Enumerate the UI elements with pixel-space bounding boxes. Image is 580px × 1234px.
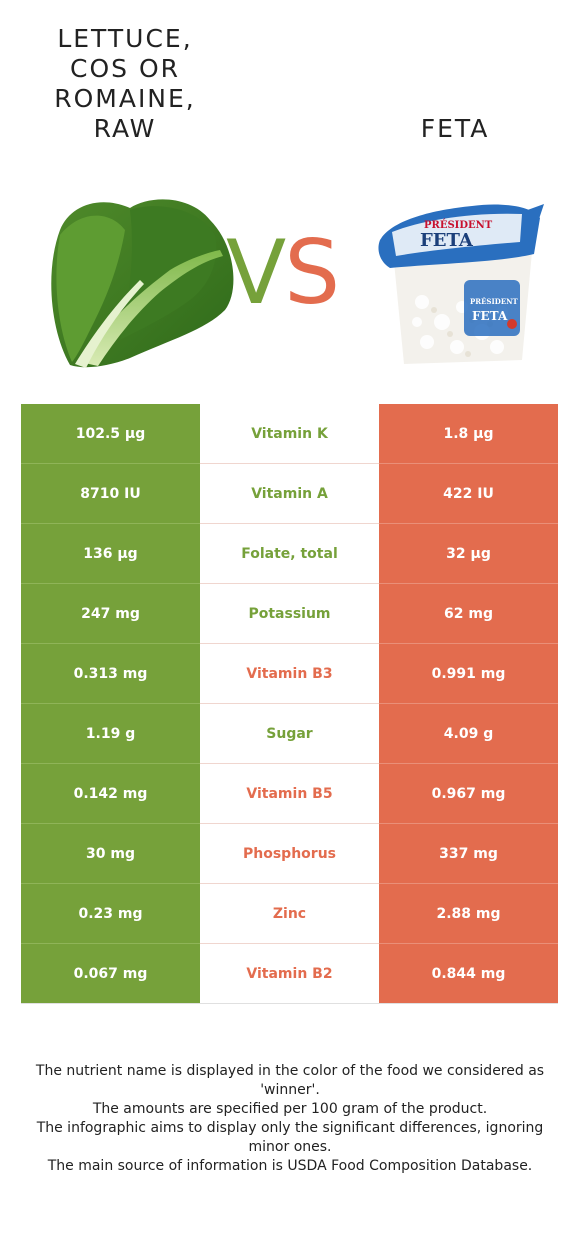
svg-text:PRÉSIDENT: PRÉSIDENT [424, 219, 493, 231]
right-value: 0.844 mg [379, 944, 558, 1004]
nutrient-name: Vitamin B5 [200, 764, 379, 823]
left-value: 8710 IU [21, 464, 200, 524]
footer-note-2: The amounts are specified per 100 gram o… [92, 1101, 488, 1117]
nutrient-name: Potassium [200, 584, 379, 643]
nutrient-name: Phosphorus [200, 824, 379, 883]
nutrient-name: Sugar [200, 704, 379, 763]
right-value: 4.09 g [379, 704, 558, 764]
svg-text:FETA: FETA [472, 309, 508, 323]
left-value: 0.142 mg [21, 764, 200, 824]
left-food-title: LETTUCE, COS OR ROMAINE, RAW [54, 24, 196, 143]
table-row: 30 mg Phosphorus 337 mg [21, 824, 558, 884]
left-value: 0.313 mg [21, 644, 200, 704]
footer-note-1: The nutrient name is displayed in the co… [35, 1063, 545, 1098]
feta-cheese-container-image: PRÉSIDENT FETA PRÉSIDENT FETA [378, 204, 544, 364]
nutrient-name: Vitamin K [200, 404, 379, 463]
vs-label: VS [226, 228, 340, 318]
svg-text:FETA: FETA [420, 230, 474, 251]
footer-note-4: The main source of information is USDA F… [47, 1158, 533, 1174]
nutrient-name: Folate, total [200, 524, 379, 583]
table-row: 0.067 mg Vitamin B2 0.844 mg [21, 944, 558, 1004]
table-row: 102.5 µg Vitamin K 1.8 µg [21, 404, 558, 464]
nutrient-name: Vitamin A [200, 464, 379, 523]
right-value: 0.967 mg [379, 764, 558, 824]
nutrient-name: Vitamin B3 [200, 644, 379, 703]
right-food-title: FETA [420, 114, 490, 143]
table-row: 247 mg Potassium 62 mg [21, 584, 558, 644]
right-value: 2.88 mg [379, 884, 558, 944]
table-row: 8710 IU Vitamin A 422 IU [21, 464, 558, 524]
nutrient-name: Vitamin B2 [200, 944, 379, 1003]
left-value: 30 mg [21, 824, 200, 884]
nutrient-name: Zinc [200, 884, 379, 943]
left-value: 0.23 mg [21, 884, 200, 944]
right-value: 1.8 µg [379, 404, 558, 464]
left-value: 136 µg [21, 524, 200, 584]
vs-v: V [226, 221, 286, 324]
footer-notes: The nutrient name is displayed in the co… [20, 1062, 560, 1176]
table-row: 0.142 mg Vitamin B5 0.967 mg [21, 764, 558, 824]
romaine-lettuce-image [51, 199, 234, 368]
table-row: 1.19 g Sugar 4.09 g [21, 704, 558, 764]
right-value: 32 µg [379, 524, 558, 584]
left-value: 0.067 mg [21, 944, 200, 1004]
vs-s: S [284, 221, 340, 324]
table-row: 0.23 mg Zinc 2.88 mg [21, 884, 558, 944]
left-value: 247 mg [21, 584, 200, 644]
left-value: 102.5 µg [21, 404, 200, 464]
footer-note-3: The infographic aims to display only the… [36, 1120, 544, 1155]
table-row: 136 µg Folate, total 32 µg [21, 524, 558, 584]
left-value: 1.19 g [21, 704, 200, 764]
right-value: 422 IU [379, 464, 558, 524]
table-bottom-divider [21, 1003, 558, 1004]
svg-text:PRÉSIDENT: PRÉSIDENT [470, 297, 519, 306]
right-value: 0.991 mg [379, 644, 558, 704]
table-row: 0.313 mg Vitamin B3 0.991 mg [21, 644, 558, 704]
right-value: 62 mg [379, 584, 558, 644]
right-value: 337 mg [379, 824, 558, 884]
